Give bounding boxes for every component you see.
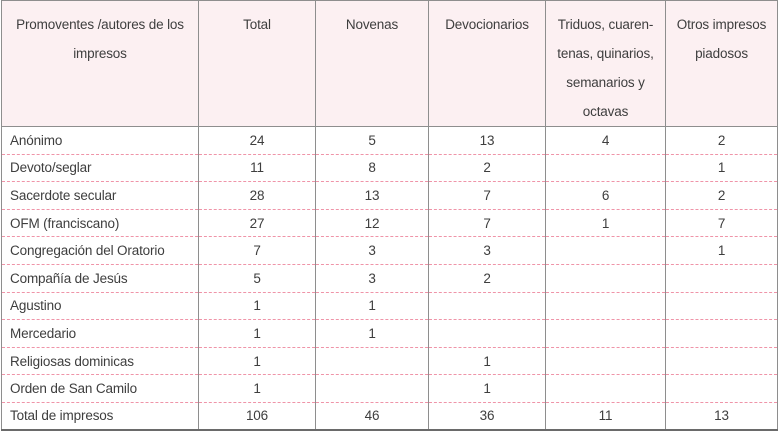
value-cell: 3	[428, 236, 546, 265]
column-header: Novenas	[315, 0, 429, 127]
table-row: Mercedario 1 1	[1, 319, 778, 348]
row-label: Orden de San Camilo	[1, 374, 199, 403]
value-cell	[545, 292, 666, 321]
value-cell	[665, 292, 778, 321]
value-cell: 3	[315, 236, 429, 265]
value-cell	[545, 264, 666, 293]
value-cell: 7	[428, 209, 546, 238]
table-row: Sacerdote secular 28 13 7 6 2	[1, 181, 778, 210]
value-cell: 1	[198, 347, 316, 376]
value-cell: 4	[545, 126, 666, 155]
column-header-line: tenas, quinarios,	[557, 46, 654, 61]
table-row: Devoto/seglar 11 8 2 1	[1, 154, 778, 183]
value-cell	[315, 374, 429, 403]
value-cell: 46	[315, 402, 429, 431]
value-cell: 1	[428, 347, 546, 376]
value-cell: 13	[315, 181, 429, 210]
table-body: Anónimo 24 5 13 4 2 Devoto/seglar 11 8 2 1 Sacerdot…	[1, 126, 778, 431]
value-cell: 1	[198, 292, 316, 321]
value-cell: 5	[198, 264, 316, 293]
column-header: Otros impresos piadosos	[665, 0, 778, 127]
row-label: Compañía de Jesús	[1, 264, 199, 293]
value-cell: 2	[665, 181, 778, 210]
value-cell	[665, 264, 778, 293]
table-row: Anónimo 24 5 13 4 2	[1, 126, 778, 155]
table-row: Religiosas dominicas 1 1	[1, 347, 778, 376]
row-label: Total de impresos	[10, 408, 114, 424]
value-cell	[545, 374, 666, 403]
column-header-line: Devocionarios	[445, 17, 529, 32]
column-header-line: semanarios y	[566, 75, 645, 90]
row-label: Mercedario	[1, 319, 199, 348]
value-cell: 12	[315, 209, 429, 238]
table-row: Congregación del Oratorio 7 3 3 1	[1, 236, 778, 265]
column-header-line: octavas	[582, 104, 629, 119]
value-cell	[428, 292, 546, 321]
value-cell: 6	[545, 181, 666, 210]
value-cell: 7	[198, 236, 316, 265]
value-cell: 13	[428, 126, 546, 155]
value-cell	[545, 154, 666, 183]
table-row: Agustino 1 1	[1, 292, 778, 321]
value-cell: 3	[315, 264, 429, 293]
value-cell	[665, 319, 778, 348]
row-label: Sacerdote secular	[1, 181, 199, 210]
row-label: Anónimo	[1, 126, 199, 155]
value-cell: 5	[315, 126, 429, 155]
value-cell: 8	[315, 154, 429, 183]
value-cell: 106	[198, 402, 316, 431]
value-cell: 1	[198, 319, 316, 348]
row-label: Agustino	[1, 292, 199, 321]
table-header: Promoventes /autores de los impresos Total…	[1, 0, 778, 127]
row-label: Religiosas dominicas	[1, 347, 199, 376]
value-cell	[665, 374, 778, 403]
value-cell	[545, 347, 666, 376]
value-cell: 13	[665, 402, 778, 431]
value-cell: 1	[428, 374, 546, 403]
table-row: Compañía de Jesús 5 3 2	[1, 264, 778, 293]
value-cell: 2	[428, 264, 546, 293]
column-header-line: piadosos	[695, 46, 748, 61]
column-header-line: Promoventes /autores de los	[16, 17, 184, 32]
value-cell	[545, 319, 666, 348]
value-cell: 36	[428, 402, 546, 431]
column-header-line: Otros impresos	[676, 17, 767, 32]
table-row: OFM (franciscano) 27 12 7 1 7	[1, 209, 778, 238]
column-header-line: Novenas	[345, 17, 399, 32]
row-label: Congregación del Oratorio	[1, 236, 199, 265]
value-cell: 2	[665, 126, 778, 155]
column-header-line: Triduos, cuaren-	[557, 17, 654, 32]
value-cell	[315, 347, 429, 376]
column-header: Promoventes /autores de los impresos	[1, 0, 199, 127]
value-cell: 1	[198, 374, 316, 403]
value-cell	[545, 236, 666, 265]
table-row: Total de impresos 106 46 36 11 13	[2, 402, 778, 431]
value-cell: 27	[198, 209, 316, 238]
value-cell: 2	[428, 154, 546, 183]
value-cell: 1	[665, 154, 778, 183]
value-cell: 11	[198, 154, 316, 183]
column-header: Devocionarios	[428, 0, 546, 127]
value-cell	[428, 319, 546, 348]
value-cell: 28	[198, 181, 316, 210]
row-label: Devoto/seglar	[1, 154, 199, 183]
value-cell: 1	[315, 292, 429, 321]
value-cell	[665, 347, 778, 376]
value-cell: 1	[545, 209, 666, 238]
column-header-line: Total	[243, 17, 271, 32]
value-cell: 1	[315, 319, 429, 348]
value-cell: 24	[198, 126, 316, 155]
value-cell: 1	[665, 236, 778, 265]
column-header: Triduos, cuaren-tenas, quinarios, semanar…	[545, 0, 666, 127]
column-header: Total	[198, 0, 316, 127]
value-cell: 11	[545, 402, 666, 431]
row-label: OFM (franciscano)	[1, 209, 199, 238]
column-header-line: impresos	[73, 46, 127, 61]
header-row: Promoventes /autores de los impresos Total…	[1, 0, 778, 127]
value-cell: 7	[665, 209, 778, 238]
table-row: Orden de San Camilo 1 1	[1, 374, 778, 403]
value-cell: 7	[428, 181, 546, 210]
